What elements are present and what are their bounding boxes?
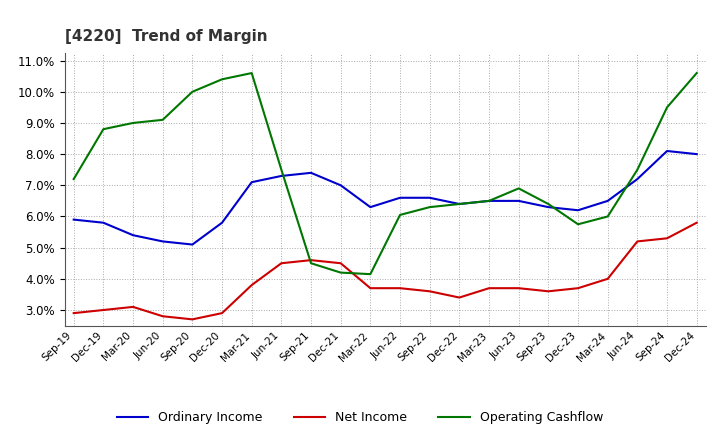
Ordinary Income: [544, 205, 553, 210]
Ordinary Income: [485, 198, 493, 204]
Ordinary Income: [514, 198, 523, 204]
Ordinary Income: [426, 195, 434, 200]
Ordinary Income: [69, 217, 78, 222]
Net Income: [158, 314, 167, 319]
Net Income: [366, 286, 374, 291]
Operating Cashflow: [129, 120, 138, 125]
Operating Cashflow: [217, 77, 226, 82]
Ordinary Income: [158, 239, 167, 244]
Ordinary Income: [396, 195, 405, 200]
Ordinary Income: [248, 180, 256, 185]
Operating Cashflow: [188, 89, 197, 95]
Operating Cashflow: [277, 167, 286, 172]
Net Income: [693, 220, 701, 225]
Ordinary Income: [217, 220, 226, 225]
Net Income: [188, 317, 197, 322]
Ordinary Income: [633, 176, 642, 182]
Operating Cashflow: [603, 214, 612, 219]
Operating Cashflow: [158, 117, 167, 122]
Net Income: [217, 311, 226, 316]
Operating Cashflow: [366, 271, 374, 277]
Net Income: [514, 286, 523, 291]
Net Income: [603, 276, 612, 282]
Line: Operating Cashflow: Operating Cashflow: [73, 73, 697, 274]
Operating Cashflow: [248, 70, 256, 76]
Ordinary Income: [188, 242, 197, 247]
Net Income: [336, 260, 345, 266]
Ordinary Income: [574, 208, 582, 213]
Ordinary Income: [693, 151, 701, 157]
Net Income: [426, 289, 434, 294]
Operating Cashflow: [69, 176, 78, 182]
Operating Cashflow: [396, 212, 405, 217]
Ordinary Income: [603, 198, 612, 204]
Operating Cashflow: [574, 222, 582, 227]
Operating Cashflow: [455, 202, 464, 207]
Operating Cashflow: [633, 167, 642, 172]
Net Income: [129, 304, 138, 309]
Line: Net Income: Net Income: [73, 223, 697, 319]
Ordinary Income: [129, 233, 138, 238]
Net Income: [485, 286, 493, 291]
Operating Cashflow: [99, 127, 108, 132]
Operating Cashflow: [544, 202, 553, 207]
Net Income: [69, 311, 78, 316]
Net Income: [248, 282, 256, 288]
Line: Ordinary Income: Ordinary Income: [73, 151, 697, 245]
Text: [4220]  Trend of Margin: [4220] Trend of Margin: [65, 29, 267, 44]
Operating Cashflow: [693, 70, 701, 76]
Legend: Ordinary Income, Net Income, Operating Cashflow: Ordinary Income, Net Income, Operating C…: [112, 407, 608, 429]
Net Income: [99, 308, 108, 313]
Operating Cashflow: [336, 270, 345, 275]
Ordinary Income: [99, 220, 108, 225]
Net Income: [307, 257, 315, 263]
Ordinary Income: [277, 173, 286, 179]
Net Income: [455, 295, 464, 300]
Net Income: [277, 260, 286, 266]
Net Income: [662, 236, 671, 241]
Operating Cashflow: [426, 205, 434, 210]
Operating Cashflow: [514, 186, 523, 191]
Ordinary Income: [307, 170, 315, 176]
Net Income: [396, 286, 405, 291]
Ordinary Income: [336, 183, 345, 188]
Net Income: [633, 239, 642, 244]
Net Income: [574, 286, 582, 291]
Ordinary Income: [455, 202, 464, 207]
Operating Cashflow: [485, 198, 493, 204]
Ordinary Income: [662, 148, 671, 154]
Net Income: [544, 289, 553, 294]
Ordinary Income: [366, 205, 374, 210]
Operating Cashflow: [662, 105, 671, 110]
Operating Cashflow: [307, 260, 315, 266]
